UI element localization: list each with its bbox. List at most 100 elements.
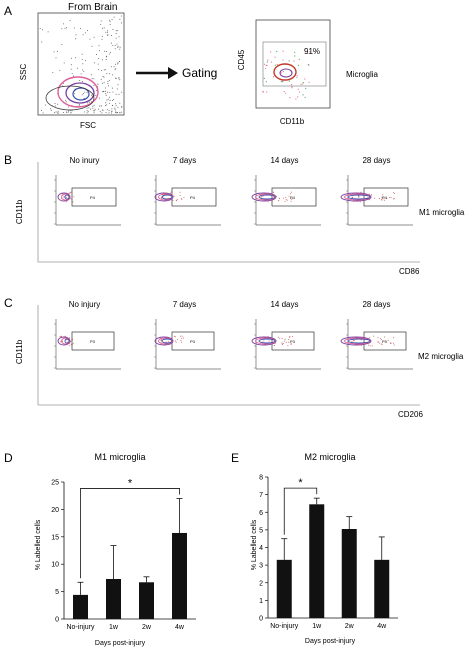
event-dot (383, 199, 385, 201)
event-dot (99, 97, 101, 99)
event-dot (297, 96, 299, 98)
event-dot (68, 106, 70, 108)
event-dot (114, 48, 116, 50)
event-dot (298, 91, 301, 93)
panel-e: E M2 microglia % Labelled cells Days pos… (231, 451, 398, 645)
event-dot (363, 335, 365, 337)
event-dot (290, 198, 292, 200)
contour-ring (251, 336, 277, 346)
event-dot (278, 200, 280, 202)
event-dot (107, 31, 109, 33)
gating-arrow (136, 67, 178, 79)
chart-e-ylabel: % Labelled cells (251, 519, 258, 570)
event-dot (170, 340, 172, 342)
event-dot (274, 339, 276, 341)
x-tick-label: 4w (175, 624, 185, 631)
timepoint-label: 28 days (362, 156, 390, 165)
event-dot (71, 110, 73, 112)
event-dot (98, 45, 100, 47)
event-dot (387, 339, 389, 341)
event-dot (169, 344, 171, 345)
event-dot (115, 33, 117, 34)
event-dot (289, 193, 291, 195)
event-dot (70, 341, 72, 343)
event-dot (282, 71, 284, 73)
event-dot (181, 337, 183, 339)
event-dot (59, 69, 61, 71)
event-dot (115, 93, 117, 95)
event-dot (89, 38, 91, 40)
bar (73, 594, 88, 619)
event-dot (369, 337, 371, 339)
event-dot (47, 31, 49, 33)
event-dot (369, 345, 371, 347)
event-dot (108, 112, 110, 114)
event-dot (82, 34, 84, 36)
event-dot (367, 342, 368, 344)
event-dot (304, 96, 306, 98)
panel-a-left-ylabel: SSC (19, 64, 28, 81)
event-dot (361, 343, 363, 345)
event-dot (53, 51, 55, 53)
gate-label: P3 (90, 339, 96, 344)
contour-ring (57, 76, 99, 108)
event-dot (93, 78, 95, 80)
event-dot (270, 51, 272, 53)
event-dot (54, 103, 56, 104)
event-dot (61, 197, 63, 199)
event-dot (112, 91, 114, 93)
event-dot (114, 44, 116, 46)
y-tick-label: 0 (55, 617, 59, 624)
event-dot (386, 197, 388, 199)
event-dot (363, 198, 365, 200)
event-dot (357, 344, 359, 345)
event-dot (274, 342, 276, 344)
event-dot (111, 19, 113, 20)
event-dot (97, 58, 99, 59)
event-dot (180, 339, 182, 341)
gate-label: P4 (290, 195, 296, 200)
event-dot (281, 338, 283, 340)
event-dot (274, 64, 276, 66)
event-dot (112, 87, 114, 89)
event-dot (63, 195, 65, 197)
timepoint-label: 14 days (270, 156, 298, 165)
panel-b-letter: B (4, 153, 12, 167)
event-dot (61, 193, 63, 195)
panel-a-letter: A (4, 4, 12, 18)
event-dot (115, 77, 116, 79)
event-dot (53, 112, 55, 114)
event-dot (105, 112, 107, 113)
panel-a-right-ylabel: CD45 (237, 49, 246, 70)
event-dot (162, 196, 164, 198)
event-dot (170, 191, 172, 193)
event-dot (290, 342, 292, 344)
panel-a-left-title: From Brain (68, 2, 117, 13)
event-dot (353, 340, 355, 342)
contour-ring (344, 193, 371, 201)
event-dot (271, 198, 273, 200)
contour-ring (64, 194, 70, 200)
event-dot (93, 36, 95, 38)
event-dot (159, 337, 161, 339)
event-dot (378, 198, 380, 200)
event-dot (61, 194, 63, 196)
event-dot (167, 337, 169, 339)
event-dot (165, 194, 167, 195)
event-dot (104, 50, 106, 52)
event-dot (288, 195, 290, 197)
panel-c-xlabel: CD206 (398, 410, 423, 419)
event-dot (103, 27, 105, 29)
event-dot (67, 341, 69, 343)
event-dot (83, 98, 85, 100)
event-dot (266, 64, 268, 66)
event-dot (83, 93, 84, 95)
event-dot (273, 191, 275, 193)
event-dot (70, 64, 72, 66)
event-dot (271, 201, 273, 203)
event-dot (109, 19, 111, 21)
event-dot (93, 112, 95, 114)
event-dot (308, 81, 310, 83)
event-dot (93, 84, 95, 86)
event-dot (68, 342, 70, 344)
